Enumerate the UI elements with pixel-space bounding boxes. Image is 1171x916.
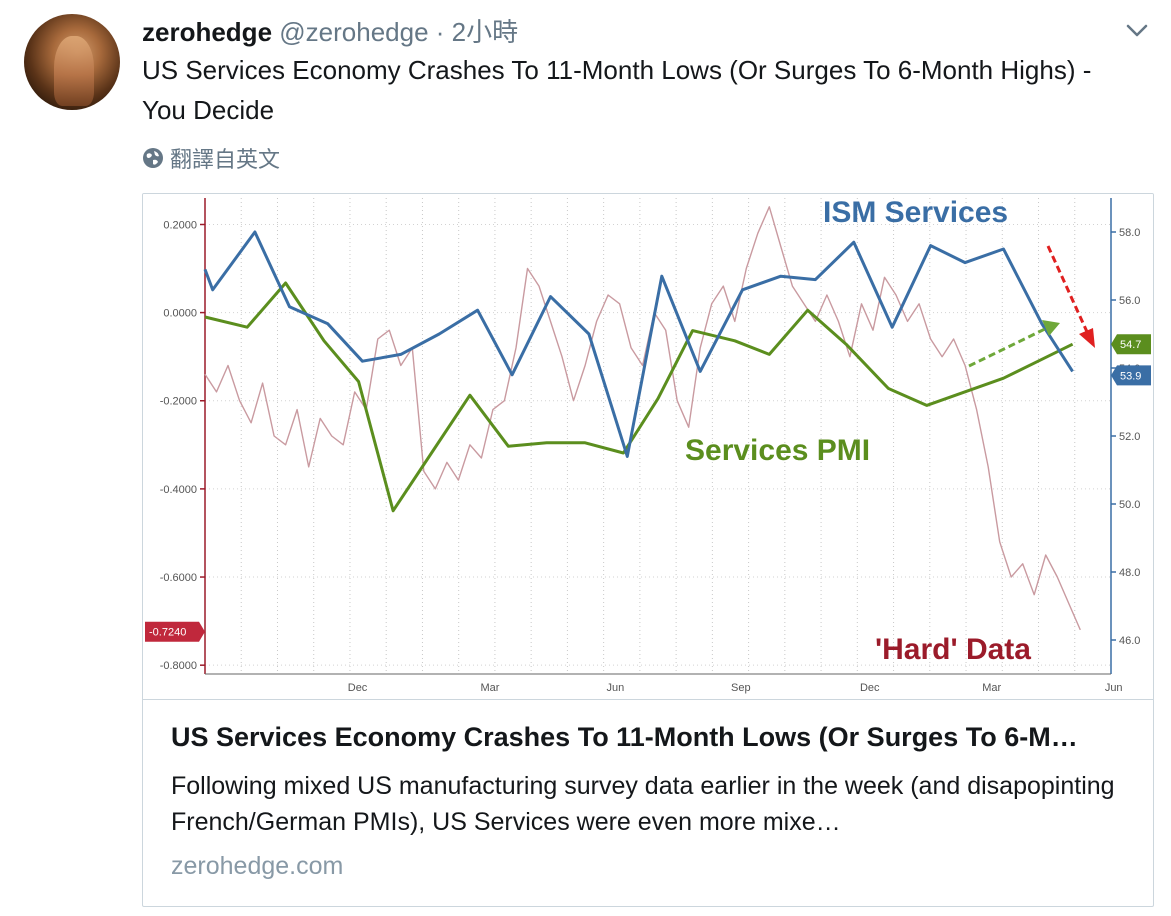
right-axis-tick-label: 50.0: [1119, 499, 1140, 511]
chart: 0.2000 0.0000 -0.2000 -0.4000 -0.6000 -0.8000…: [143, 194, 1153, 700]
left-axis-tick-label: 0.0000: [163, 308, 197, 320]
link-card[interactable]: 0.2000 0.0000 -0.2000 -0.4000 -0.6000 -0.8000…: [142, 193, 1154, 907]
right-axis-tick-label: 56.0: [1119, 295, 1140, 307]
card-title[interactable]: US Services Economy Crashes To 11-Month …: [171, 722, 1078, 752]
series-line-hard: [204, 206, 1081, 631]
right-axis-value-label: 53.9: [1120, 370, 1141, 382]
series-line-ism: [203, 230, 1074, 458]
translate-label[interactable]: 翻譯自英文: [170, 147, 281, 172]
right-axis-value-tag: [1111, 365, 1151, 386]
right-axis-tick-label: 58.0: [1119, 227, 1140, 239]
handle[interactable]: @zerohedge: [279, 17, 429, 47]
annotation-hard-data: 'Hard' Data: [875, 633, 1031, 666]
right-axis-value-label: 54.7: [1120, 339, 1141, 351]
left-axis-tick-label: -0.2000: [160, 396, 197, 408]
arrow-red-dashed: [1046, 245, 1090, 335]
x-axis-tick-label: Mar: [480, 682, 499, 694]
left-axis-tick-label: -0.6000: [160, 572, 197, 584]
x-axis-tick-label: Dec: [860, 682, 880, 694]
annotation-services-pmi: Services PMI: [685, 434, 870, 467]
series-line-pmi: [204, 281, 1074, 513]
right-axis-tick-label: 48.0: [1119, 567, 1140, 579]
tweet-header: zerohedge @zerohedge · 2小時: [142, 12, 518, 49]
left-axis-tick-label: -0.8000: [160, 660, 197, 672]
card-description: Following mixed US manufacturing survey …: [171, 772, 1115, 836]
left-axis-tick-label: 0.2000: [163, 219, 197, 231]
translate-link[interactable]: 翻譯自英文: [142, 142, 280, 174]
right-axis-tick-label: 52.0: [1119, 431, 1140, 443]
right-axis-value-tag: [1111, 334, 1151, 355]
arrow-green-head: [1042, 320, 1060, 336]
timestamp[interactable]: · 2小時: [435, 17, 519, 47]
display-name[interactable]: zerohedge: [142, 17, 273, 47]
x-axis-tick-label: Dec: [348, 682, 368, 694]
arrow-red-head: [1079, 328, 1095, 348]
globe-icon: [143, 148, 163, 168]
card-domain: zerohedge.com: [171, 852, 344, 880]
annotation-ism-services: ISM Services: [823, 196, 1008, 229]
x-axis-tick-label: Sep: [731, 682, 751, 694]
x-axis-tick-label: Jun: [607, 682, 625, 694]
left-axis-value-label: -0.7240: [149, 627, 186, 639]
tweet-text: US Services Economy Crashes To 11-Month …: [142, 55, 1092, 125]
arrow-green-dashed: [968, 326, 1048, 368]
right-axis-tick-label: 46.0: [1119, 635, 1140, 647]
x-axis-tick-label: Jun: [1105, 682, 1123, 694]
avatar[interactable]: [24, 14, 120, 110]
left-axis-tick-label: -0.4000: [160, 484, 197, 496]
x-axis-tick-label: Mar: [982, 682, 1001, 694]
left-axis-value-tag: [145, 621, 205, 642]
chevron-down-icon[interactable]: [1122, 18, 1152, 42]
